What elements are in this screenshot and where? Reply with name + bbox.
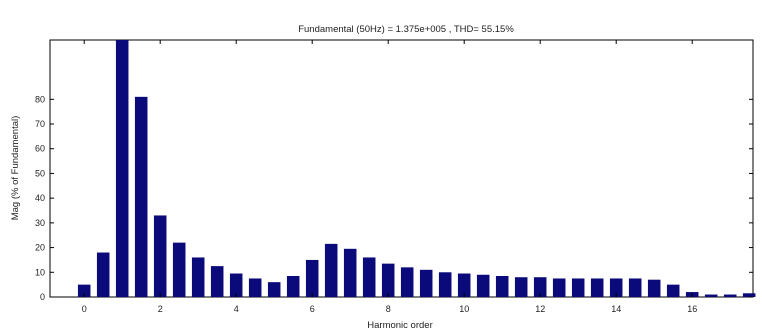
bar (723, 294, 737, 297)
bar (609, 278, 623, 297)
chart-title: Fundamental (50Hz) = 1.375e+005 , THD= 5… (298, 24, 514, 35)
bar (704, 294, 718, 297)
bar (400, 267, 414, 297)
bar (96, 252, 110, 297)
bar (115, 40, 129, 297)
bar (514, 277, 528, 297)
bar (172, 242, 186, 297)
y-tick-label: 70 (35, 119, 45, 129)
x-tick-label: 2 (158, 304, 163, 314)
bar (419, 269, 433, 297)
bar (590, 278, 604, 297)
bar (229, 273, 243, 297)
y-tick-label: 80 (35, 94, 45, 104)
bar (324, 243, 338, 297)
bar (457, 273, 471, 297)
bar (191, 257, 205, 297)
y-tick-label: 30 (35, 218, 45, 228)
bar (343, 248, 357, 297)
bar (381, 263, 395, 297)
x-axis-label: Harmonic order (367, 320, 432, 331)
bar (153, 215, 167, 297)
y-tick-label: 20 (35, 243, 45, 253)
bar (495, 276, 509, 297)
x-tick-label: 6 (310, 304, 315, 314)
y-tick-label: 40 (35, 193, 45, 203)
bar (210, 266, 224, 297)
bar (742, 293, 756, 297)
x-tick-label: 8 (386, 304, 391, 314)
x-tick-label: 4 (234, 304, 239, 314)
bar (267, 282, 281, 297)
bar (571, 278, 585, 297)
y-tick-label: 10 (35, 267, 45, 277)
x-tick-label: 16 (687, 304, 697, 314)
bar (362, 257, 376, 297)
bar (476, 274, 490, 297)
bar (77, 284, 91, 297)
x-tick-label: 0 (82, 304, 87, 314)
y-tick-label: 60 (35, 144, 45, 154)
bar (134, 96, 148, 297)
bar (666, 284, 680, 297)
x-tick-label: 14 (611, 304, 621, 314)
y-tick-label: 50 (35, 168, 45, 178)
bar (628, 278, 642, 297)
plot-area (49, 39, 754, 298)
y-tick-label: 0 (40, 292, 45, 302)
bar (552, 278, 566, 297)
y-axis-label: Mag (% of Fundamental) (10, 116, 21, 221)
bar (647, 279, 661, 297)
y-axis-ticks: 0 10 20 30 40 50 60 70 80 (35, 94, 753, 302)
bar (305, 259, 319, 297)
x-tick-label: 10 (459, 304, 469, 314)
bar (248, 278, 262, 297)
x-axis-ticks: 0 2 4 6 8 10 12 14 16 (82, 40, 697, 314)
bar (533, 277, 547, 297)
bar (286, 276, 300, 297)
x-tick-label: 12 (535, 304, 545, 314)
bar (438, 272, 452, 297)
bars-group (77, 40, 756, 297)
